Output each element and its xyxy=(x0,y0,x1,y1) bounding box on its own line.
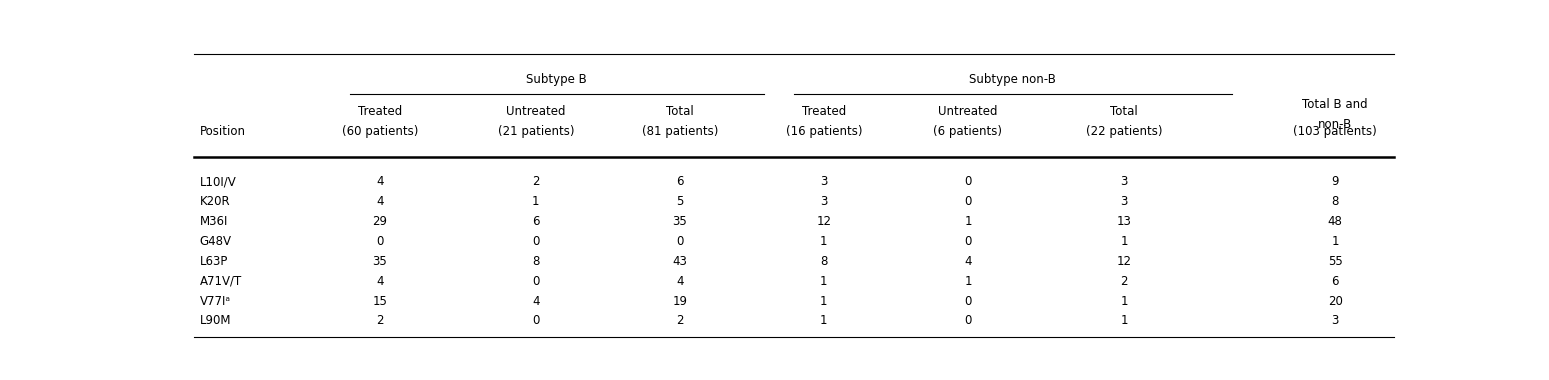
Text: 8: 8 xyxy=(531,255,539,268)
Text: (21 patients): (21 patients) xyxy=(497,125,575,138)
Text: Subtype B: Subtype B xyxy=(525,73,587,86)
Text: 3: 3 xyxy=(819,175,827,188)
Text: 1: 1 xyxy=(819,314,827,328)
Text: 4: 4 xyxy=(675,275,683,288)
Text: 2: 2 xyxy=(531,175,539,188)
Text: Position: Position xyxy=(200,125,246,138)
Text: 48: 48 xyxy=(1327,215,1343,228)
Text: M36I: M36I xyxy=(200,215,228,228)
Text: (16 patients): (16 patients) xyxy=(785,125,863,138)
Text: (22 patients): (22 patients) xyxy=(1086,125,1162,138)
Text: 4: 4 xyxy=(376,175,384,188)
Text: Subtype non-B: Subtype non-B xyxy=(970,73,1056,86)
Text: 8: 8 xyxy=(819,255,827,268)
Text: V77Iᵃ: V77Iᵃ xyxy=(200,294,231,307)
Text: 0: 0 xyxy=(963,195,971,208)
Text: 1: 1 xyxy=(1120,235,1128,248)
Text: G48V: G48V xyxy=(200,235,232,248)
Text: 1: 1 xyxy=(963,275,971,288)
Text: 5: 5 xyxy=(675,195,683,208)
Text: 3: 3 xyxy=(1332,314,1338,328)
Text: (103 patients): (103 patients) xyxy=(1293,125,1377,138)
Text: 1: 1 xyxy=(531,195,539,208)
Text: 3: 3 xyxy=(1120,195,1128,208)
Text: 6: 6 xyxy=(531,215,539,228)
Text: 9: 9 xyxy=(1332,175,1338,188)
Text: Treated: Treated xyxy=(358,105,401,118)
Text: 2: 2 xyxy=(376,314,384,328)
Text: 0: 0 xyxy=(531,235,539,248)
Text: 35: 35 xyxy=(372,255,387,268)
Text: 43: 43 xyxy=(672,255,688,268)
Text: Total: Total xyxy=(1111,105,1139,118)
Text: 1: 1 xyxy=(819,294,827,307)
Text: Total: Total xyxy=(666,105,694,118)
Text: 19: 19 xyxy=(672,294,688,307)
Text: 12: 12 xyxy=(1117,255,1131,268)
Text: 55: 55 xyxy=(1327,255,1343,268)
Text: L63P: L63P xyxy=(200,255,228,268)
Text: 12: 12 xyxy=(816,215,832,228)
Text: 2: 2 xyxy=(675,314,683,328)
Text: Treated: Treated xyxy=(802,105,846,118)
Text: (81 patients): (81 patients) xyxy=(641,125,719,138)
Text: 2: 2 xyxy=(1120,275,1128,288)
Text: 1: 1 xyxy=(819,275,827,288)
Text: 0: 0 xyxy=(963,235,971,248)
Text: 1: 1 xyxy=(1332,235,1338,248)
Text: 1: 1 xyxy=(819,235,827,248)
Text: 1: 1 xyxy=(1120,294,1128,307)
Text: L10I/V: L10I/V xyxy=(200,175,237,188)
Text: 6: 6 xyxy=(675,175,683,188)
Text: 4: 4 xyxy=(531,294,539,307)
Text: (60 patients): (60 patients) xyxy=(341,125,418,138)
Text: 29: 29 xyxy=(372,215,387,228)
Text: 3: 3 xyxy=(1120,175,1128,188)
Text: 4: 4 xyxy=(963,255,971,268)
Text: 1: 1 xyxy=(1120,314,1128,328)
Text: 15: 15 xyxy=(372,294,387,307)
Text: 8: 8 xyxy=(1332,195,1338,208)
Text: Untreated: Untreated xyxy=(939,105,998,118)
Text: non-B: non-B xyxy=(1318,118,1352,131)
Text: 4: 4 xyxy=(376,275,384,288)
Text: 0: 0 xyxy=(963,294,971,307)
Text: 6: 6 xyxy=(1332,275,1338,288)
Text: A71V/T: A71V/T xyxy=(200,275,242,288)
Text: 13: 13 xyxy=(1117,215,1131,228)
Text: 3: 3 xyxy=(819,195,827,208)
Text: 20: 20 xyxy=(1327,294,1343,307)
Text: 0: 0 xyxy=(531,314,539,328)
Text: (6 patients): (6 patients) xyxy=(934,125,1002,138)
Text: K20R: K20R xyxy=(200,195,231,208)
Text: 35: 35 xyxy=(672,215,688,228)
Text: 4: 4 xyxy=(376,195,384,208)
Text: 0: 0 xyxy=(963,314,971,328)
Text: Total B and: Total B and xyxy=(1303,98,1368,111)
Text: 0: 0 xyxy=(963,175,971,188)
Text: 0: 0 xyxy=(376,235,384,248)
Text: 0: 0 xyxy=(531,275,539,288)
Text: Untreated: Untreated xyxy=(507,105,565,118)
Text: L90M: L90M xyxy=(200,314,231,328)
Text: 0: 0 xyxy=(675,235,683,248)
Text: 1: 1 xyxy=(963,215,971,228)
